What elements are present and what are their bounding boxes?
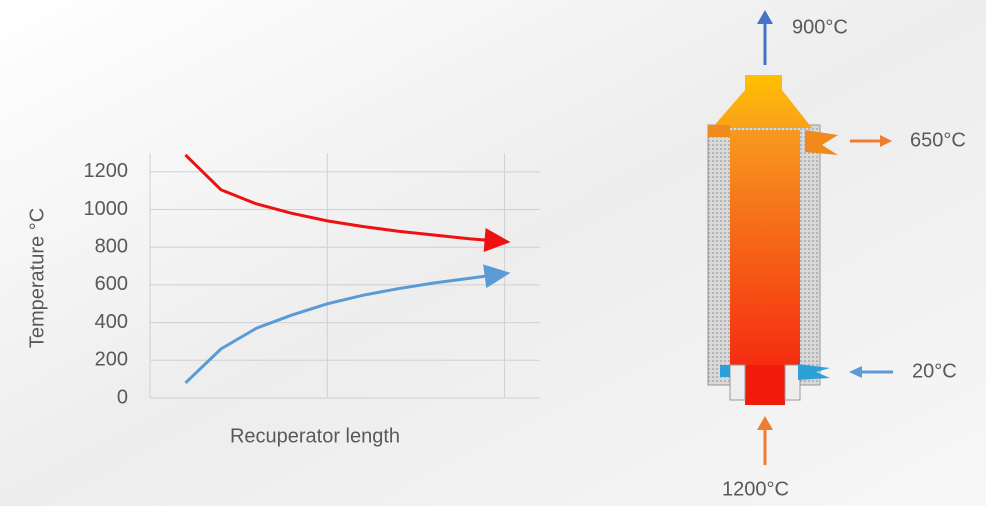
chart: Temperature °C Recuperator length 0 200 40… — [26, 153, 540, 447]
arrow-head — [880, 135, 892, 147]
arrow-head — [757, 10, 773, 24]
arrow-head — [849, 366, 862, 378]
inlet — [745, 365, 785, 405]
y-tick-label: 600 — [95, 273, 128, 295]
y-tick-label: 800 — [95, 236, 128, 258]
exhaust-cone — [712, 75, 812, 128]
flange — [784, 364, 801, 401]
y-tick-label: 0 — [117, 386, 128, 408]
core — [730, 130, 800, 370]
series-line — [184, 153, 505, 244]
series-line — [184, 272, 505, 385]
y-tick-label: 1000 — [84, 198, 129, 220]
collar — [708, 125, 730, 137]
y-axis-label: Temperature °C — [26, 208, 48, 348]
y-tick-label: 200 — [95, 349, 128, 371]
flange — [729, 364, 746, 401]
arrow-head — [757, 416, 773, 430]
arrow-head — [483, 264, 511, 289]
recuperator-diagram: 900°C 650°C 20°C 1200°C — [707, 10, 966, 500]
y-tick-label: 1200 — [84, 160, 129, 182]
x-axis-label: Recuperator length — [230, 425, 400, 447]
temperature-label: 20°C — [912, 360, 957, 382]
arrow-head — [483, 228, 511, 252]
air-inlet — [798, 364, 830, 380]
temperature-label: 1200°C — [722, 478, 789, 500]
y-tick-label: 400 — [95, 311, 128, 333]
temperature-label: 900°C — [792, 16, 848, 38]
temperature-label: 650°C — [910, 129, 966, 151]
air-inlet — [720, 365, 730, 377]
air-outlet — [805, 130, 838, 155]
